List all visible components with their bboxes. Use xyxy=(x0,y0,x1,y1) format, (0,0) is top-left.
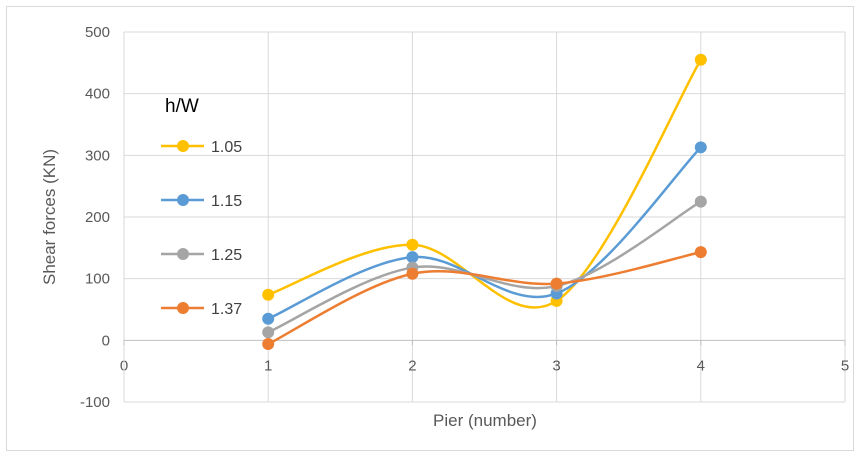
legend: h/W 1.05 1.15 1.25 1.37 xyxy=(161,96,242,318)
legend-item-1.37: 1.37 xyxy=(161,301,242,318)
data-point xyxy=(406,267,419,280)
legend-item-1.05: 1.05 xyxy=(161,139,242,156)
data-point xyxy=(262,288,275,301)
data-point xyxy=(262,338,275,351)
legend-title: h/W xyxy=(165,96,199,117)
legend-swatch-marker xyxy=(177,248,189,260)
x-tick-label: 2 xyxy=(408,357,416,374)
y-tick-label: 100 xyxy=(85,271,110,288)
data-point xyxy=(550,277,563,290)
legend-item-1.25: 1.25 xyxy=(161,247,242,264)
legend-item-1.15: 1.15 xyxy=(161,193,242,210)
series-1.37 xyxy=(262,246,707,351)
y-tick-label: 500 xyxy=(85,24,110,41)
series-1.15 xyxy=(262,141,707,325)
legend-swatch-marker xyxy=(177,194,189,206)
series xyxy=(262,53,707,351)
series-1.25 xyxy=(262,195,707,339)
series-1.05 xyxy=(262,53,707,309)
x-tick-label: 5 xyxy=(841,357,849,374)
legend-label: 1.05 xyxy=(211,139,242,156)
legend-label: 1.37 xyxy=(211,301,242,318)
data-point xyxy=(694,246,707,259)
data-point xyxy=(694,53,707,66)
series-line xyxy=(267,250,702,346)
series-line xyxy=(267,59,702,309)
y-tick-label: 300 xyxy=(85,147,110,164)
legend-swatch-marker xyxy=(177,140,189,152)
legend-label: 1.15 xyxy=(211,193,242,210)
legend-swatch-marker xyxy=(177,302,189,314)
data-point xyxy=(406,238,419,251)
y-tick-label: 400 xyxy=(85,86,110,103)
x-tick-label: 1 xyxy=(264,357,272,374)
data-point xyxy=(694,141,707,154)
x-tick-label: 4 xyxy=(697,357,705,374)
y-tick-label: -100 xyxy=(80,394,110,411)
y-tick-label: 200 xyxy=(85,209,110,226)
legend-label: 1.25 xyxy=(211,247,242,264)
data-point xyxy=(694,195,707,208)
series-line xyxy=(267,200,702,334)
data-point xyxy=(406,251,419,264)
y-tick-label: 0 xyxy=(102,332,110,349)
grid xyxy=(124,31,846,403)
data-point xyxy=(262,312,275,325)
y-axis-title: Shear forces (KN) xyxy=(40,149,59,285)
series-line xyxy=(267,146,702,320)
chart-frame xyxy=(6,6,854,451)
x-axis-title: Pier (number) xyxy=(433,411,537,430)
data-point xyxy=(262,326,275,339)
x-tick-label: 3 xyxy=(552,357,560,374)
